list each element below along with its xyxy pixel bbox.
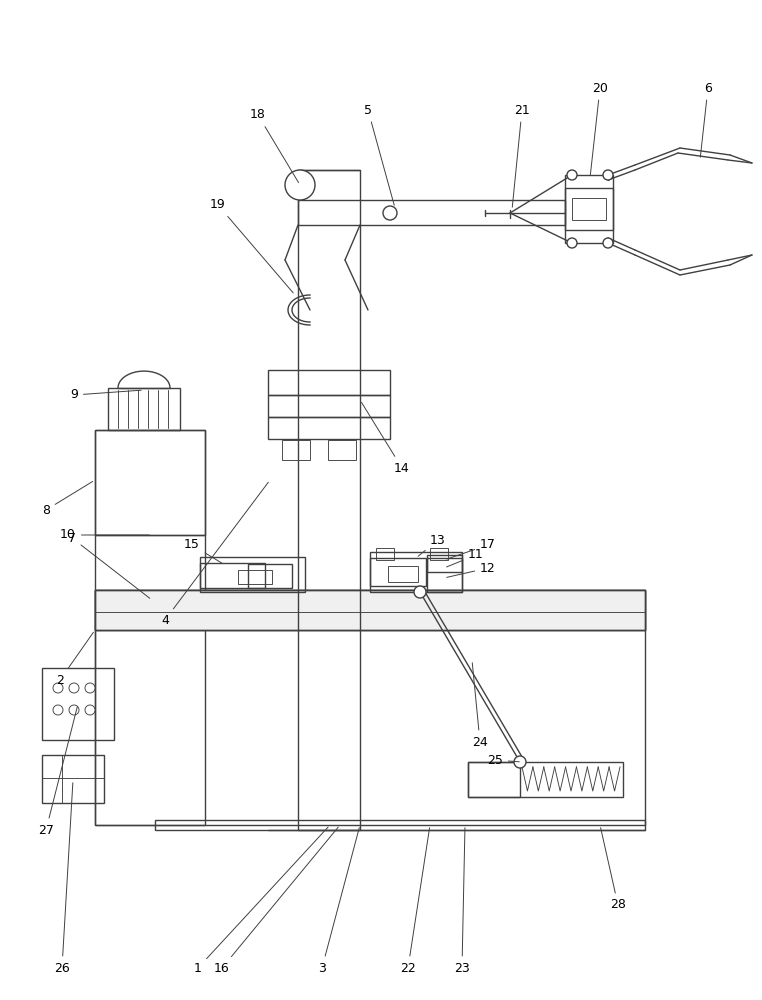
Circle shape <box>414 586 426 598</box>
Circle shape <box>567 170 577 180</box>
Circle shape <box>85 705 95 715</box>
Bar <box>468 762 520 797</box>
Text: 27: 27 <box>38 707 77 836</box>
Bar <box>42 668 114 740</box>
Circle shape <box>514 756 526 768</box>
Circle shape <box>383 206 397 220</box>
Text: 11: 11 <box>447 548 484 567</box>
Text: 17: 17 <box>447 538 496 559</box>
Text: 25: 25 <box>487 754 519 766</box>
Bar <box>95 430 205 825</box>
Text: 19: 19 <box>210 198 293 293</box>
Bar <box>95 612 645 630</box>
Bar <box>427 555 462 592</box>
Text: 5: 5 <box>364 104 394 205</box>
Bar <box>95 590 645 612</box>
Bar <box>200 557 305 592</box>
Text: 12: 12 <box>447 562 496 577</box>
Text: 18: 18 <box>250 108 299 183</box>
Circle shape <box>603 238 613 248</box>
Bar <box>430 548 448 560</box>
Bar <box>282 440 310 460</box>
Bar <box>388 566 418 582</box>
Bar <box>42 755 104 803</box>
Circle shape <box>567 238 577 248</box>
Text: 8: 8 <box>42 481 93 516</box>
Circle shape <box>69 705 79 715</box>
Text: 20: 20 <box>591 82 608 175</box>
Text: 22: 22 <box>400 828 430 974</box>
Bar <box>298 170 360 830</box>
Bar <box>565 175 613 243</box>
Bar <box>370 552 462 592</box>
Text: 28: 28 <box>600 828 626 912</box>
Bar <box>95 590 645 630</box>
Bar <box>427 558 462 572</box>
Text: 3: 3 <box>318 828 360 974</box>
Text: 7: 7 <box>68 532 150 598</box>
Bar <box>328 440 356 460</box>
Circle shape <box>53 705 63 715</box>
Text: 21: 21 <box>512 104 530 207</box>
Bar <box>298 200 565 225</box>
Text: 1: 1 <box>194 827 328 974</box>
Text: 9: 9 <box>70 388 141 401</box>
Bar <box>370 558 426 586</box>
Bar <box>468 762 623 797</box>
Bar <box>238 570 272 584</box>
Bar <box>155 820 645 830</box>
Text: 4: 4 <box>161 482 268 626</box>
Bar <box>268 370 390 395</box>
Text: 10: 10 <box>60 528 149 542</box>
Circle shape <box>69 683 79 693</box>
Text: 13: 13 <box>418 534 446 556</box>
Circle shape <box>85 683 95 693</box>
Text: 14: 14 <box>361 402 410 475</box>
Bar <box>268 417 390 439</box>
Bar <box>268 395 390 417</box>
Circle shape <box>603 170 613 180</box>
Bar <box>108 388 180 430</box>
Bar <box>572 198 606 220</box>
Bar <box>376 548 394 560</box>
Text: 6: 6 <box>700 82 712 157</box>
Circle shape <box>53 683 63 693</box>
Text: 24: 24 <box>472 663 488 748</box>
Bar <box>565 188 613 230</box>
Bar <box>95 590 645 825</box>
Text: 16: 16 <box>214 827 338 974</box>
Bar <box>248 564 292 588</box>
Text: 2: 2 <box>56 632 94 686</box>
Circle shape <box>285 170 315 200</box>
Text: 23: 23 <box>454 828 470 974</box>
Text: 26: 26 <box>54 783 73 974</box>
Bar <box>95 430 205 535</box>
Text: 15: 15 <box>184 538 223 564</box>
Bar <box>200 563 265 588</box>
